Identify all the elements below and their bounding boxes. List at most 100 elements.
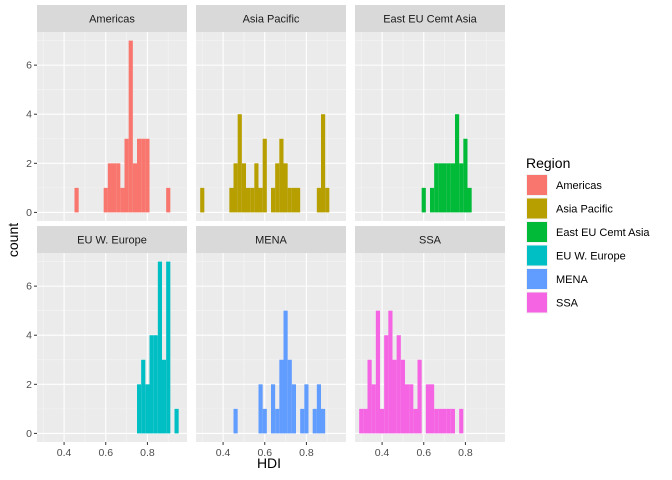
- histogram-bar: [371, 384, 376, 434]
- strip-background: [196, 226, 346, 253]
- strip-label: Americas: [89, 14, 135, 26]
- histogram-bar: [157, 261, 162, 434]
- legend-label: EU W. Europe: [556, 251, 626, 263]
- histogram-bar: [325, 187, 330, 213]
- y-tick-label: 4: [26, 109, 32, 121]
- histogram-bar: [296, 187, 301, 213]
- histogram-bar: [400, 359, 405, 434]
- strip-label: EU W. Europe: [77, 235, 147, 247]
- legend-label: SSA: [556, 298, 579, 310]
- strip-label: East EU Cemt Asia: [383, 14, 477, 26]
- x-tick-label: 0.8: [299, 447, 314, 459]
- histogram-bar: [446, 163, 451, 213]
- y-tick-label: 2: [26, 158, 32, 170]
- histogram-bar: [241, 163, 246, 213]
- histogram-bar: [262, 138, 267, 213]
- histogram-bar: [363, 408, 368, 434]
- histogram-bar: [120, 187, 125, 213]
- histogram-bar: [258, 384, 263, 434]
- histogram-bar: [421, 187, 426, 213]
- histogram-bar: [250, 187, 255, 213]
- x-tick-label: 0.8: [140, 447, 155, 459]
- histogram-bar: [262, 408, 267, 434]
- plot-area: [196, 253, 346, 442]
- histogram-bar: [455, 114, 460, 213]
- histogram-bar: [434, 408, 439, 434]
- histogram-bar: [425, 384, 430, 434]
- legend-swatch: [527, 175, 547, 195]
- histogram-bar: [291, 384, 296, 434]
- legend-label: East EU Cemt Asia: [556, 227, 650, 239]
- histogram-bar: [405, 384, 410, 434]
- histogram-bar: [137, 384, 142, 434]
- histogram-bar: [174, 408, 179, 434]
- histogram-bar: [430, 384, 435, 434]
- legend-item: EU W. Europe: [526, 244, 626, 267]
- histogram-bar: [153, 335, 158, 434]
- legend-label: MENA: [556, 274, 588, 286]
- histogram-bar: [459, 163, 464, 213]
- histogram-bar: [367, 359, 372, 434]
- legend-item: Americas: [526, 174, 602, 196]
- histogram-bar: [149, 335, 154, 434]
- histogram-bar: [434, 163, 439, 213]
- histogram-bar: [392, 359, 397, 434]
- histogram-bar: [316, 384, 321, 434]
- histogram-bar: [145, 138, 150, 213]
- x-axis-title: HDI: [257, 455, 281, 471]
- strip-background: [196, 5, 346, 32]
- histogram-bar: [237, 114, 242, 213]
- y-tick-label: 0: [26, 428, 32, 440]
- histogram-bar: [359, 408, 364, 434]
- strip-background: [37, 226, 187, 253]
- histogram-bar: [112, 163, 117, 213]
- plot-area: [355, 253, 505, 442]
- strip-label: Asia Pacific: [243, 14, 300, 26]
- legend-item: Asia Pacific: [526, 197, 613, 220]
- histogram-bar: [388, 310, 393, 434]
- axes: 0 2 4 6 0 2 4 6 0.4 0.6 0.8 0.4 0.6 0.8 0.4 0.6 0.8: [26, 60, 473, 459]
- histogram-bar: [283, 310, 288, 434]
- histogram-bar: [438, 408, 443, 434]
- x-tick-label: 0.4: [216, 447, 231, 459]
- legend-swatch: [527, 269, 547, 289]
- histogram-bar: [162, 359, 167, 434]
- panel-ssa: SSA: [355, 226, 505, 442]
- panel-mena: MENA: [196, 226, 346, 442]
- y-axis-title: count: [5, 223, 21, 257]
- strip-background: [355, 5, 505, 32]
- histogram-bar: [409, 384, 414, 434]
- y-tick-label: 6: [26, 281, 32, 293]
- histogram-bar: [166, 187, 171, 213]
- y-tick-label: 6: [26, 60, 32, 72]
- histogram-bar: [467, 187, 472, 213]
- plot-area: [37, 253, 187, 442]
- histogram-bar: [446, 408, 451, 434]
- histogram-bar: [233, 408, 238, 434]
- histogram-bar: [291, 187, 296, 213]
- histogram-bar: [200, 187, 205, 213]
- legend-label: Asia Pacific: [556, 204, 613, 216]
- histogram-bar: [145, 384, 150, 434]
- histogram-bar: [132, 163, 137, 213]
- histogram-bar: [438, 163, 443, 213]
- histogram-bar: [141, 359, 146, 434]
- y-tick-label: 4: [26, 330, 32, 342]
- y-tick-label: 0: [26, 207, 32, 219]
- histogram-bar: [233, 163, 238, 213]
- histogram-bar: [312, 408, 317, 434]
- histogram-bar: [271, 187, 276, 213]
- histogram-bar: [396, 335, 401, 434]
- histogram-bar: [128, 40, 133, 213]
- strip-label: SSA: [419, 235, 442, 247]
- legend-item: SSA: [526, 291, 579, 314]
- histogram-bar: [287, 359, 292, 434]
- histogram-bar: [459, 408, 464, 434]
- histogram-bar: [321, 408, 326, 434]
- panel-asia-pacific: Asia Pacific: [196, 5, 346, 221]
- strip-background: [355, 226, 505, 253]
- histogram-bar: [107, 163, 112, 213]
- histogram-bar: [141, 138, 146, 213]
- histogram-bar: [384, 335, 389, 434]
